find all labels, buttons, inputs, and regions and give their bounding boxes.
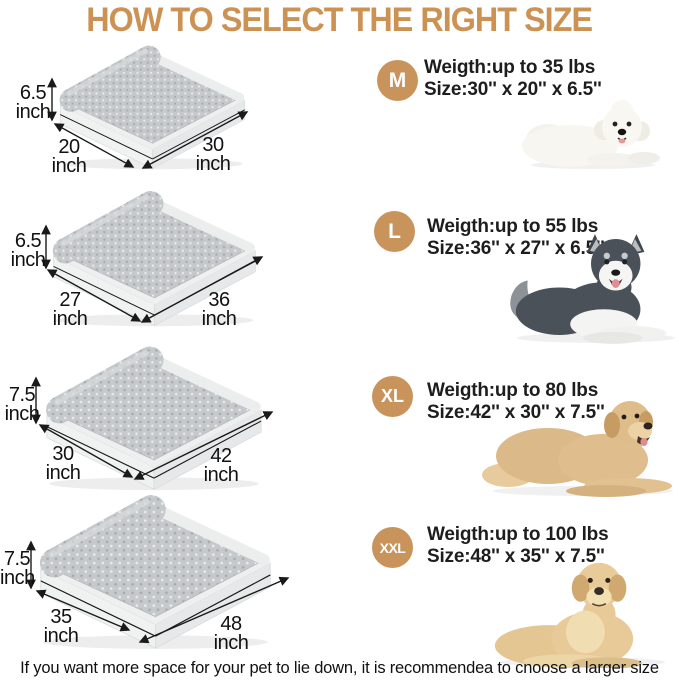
page-title: HOW TO SELECT THE RIGHT SIZE bbox=[86, 1, 594, 39]
length-arrow bbox=[133, 411, 274, 480]
size-badge-m: M bbox=[377, 60, 418, 101]
height-arrow bbox=[47, 77, 57, 122]
width-label: 30 inch bbox=[45, 443, 81, 484]
length-arrow bbox=[141, 111, 249, 169]
weight-text: Weigth:up to 35 lbs bbox=[424, 57, 596, 78]
width-arrow bbox=[38, 424, 134, 478]
size-badge-xxl: XXL bbox=[372, 527, 413, 568]
height-arrow bbox=[41, 224, 51, 270]
size-text: Size:48'' x 35'' x 7.5'' bbox=[427, 546, 605, 567]
width-arrow bbox=[35, 589, 131, 632]
width-label: 27 inch bbox=[52, 289, 88, 330]
height-label: 6.5 inch bbox=[15, 82, 51, 123]
size-text: Size:30'' x 20'' x 6.5'' bbox=[424, 79, 602, 100]
width-label: 35 inch bbox=[43, 606, 79, 647]
dog-photo-golden-retriever bbox=[482, 401, 673, 497]
height-arrow bbox=[31, 376, 41, 425]
height-label: 7.5 inch bbox=[4, 384, 40, 425]
height-label: 6.5 inch bbox=[10, 230, 46, 271]
height-arrow bbox=[26, 540, 36, 590]
dog-photo-yellow-labrador bbox=[494, 562, 666, 668]
length-label: 42 inch bbox=[203, 445, 239, 486]
length-arrow bbox=[140, 256, 264, 323]
size-text: Size:42'' x 30'' x 7.5'' bbox=[427, 402, 605, 423]
height-label: 7.5 inch bbox=[0, 548, 35, 589]
weight-text: Weigth:up to 55 lbs bbox=[427, 216, 599, 237]
length-label: 30 inch bbox=[195, 134, 231, 175]
size-text: Size:36'' x 27'' x 6.5'' bbox=[427, 238, 605, 259]
length-label: 36 inch bbox=[201, 289, 237, 330]
footer-note: If you want more space for your pet to l… bbox=[20, 659, 659, 677]
size-badge-l: L bbox=[374, 211, 415, 252]
weight-text: Weigth:up to 80 lbs bbox=[427, 380, 599, 401]
width-label: 20 inch bbox=[51, 136, 87, 177]
length-label: 48 inch bbox=[213, 613, 249, 654]
width-arrow bbox=[53, 123, 135, 168]
length-arrow bbox=[138, 576, 290, 644]
dog-photo-white-fluffy bbox=[522, 100, 660, 169]
dog-photo-husky bbox=[510, 234, 676, 344]
width-arrow bbox=[46, 269, 142, 322]
weight-text: Weigth:up to 100 lbs bbox=[427, 524, 609, 545]
size-badge-xl: XL bbox=[372, 376, 413, 417]
